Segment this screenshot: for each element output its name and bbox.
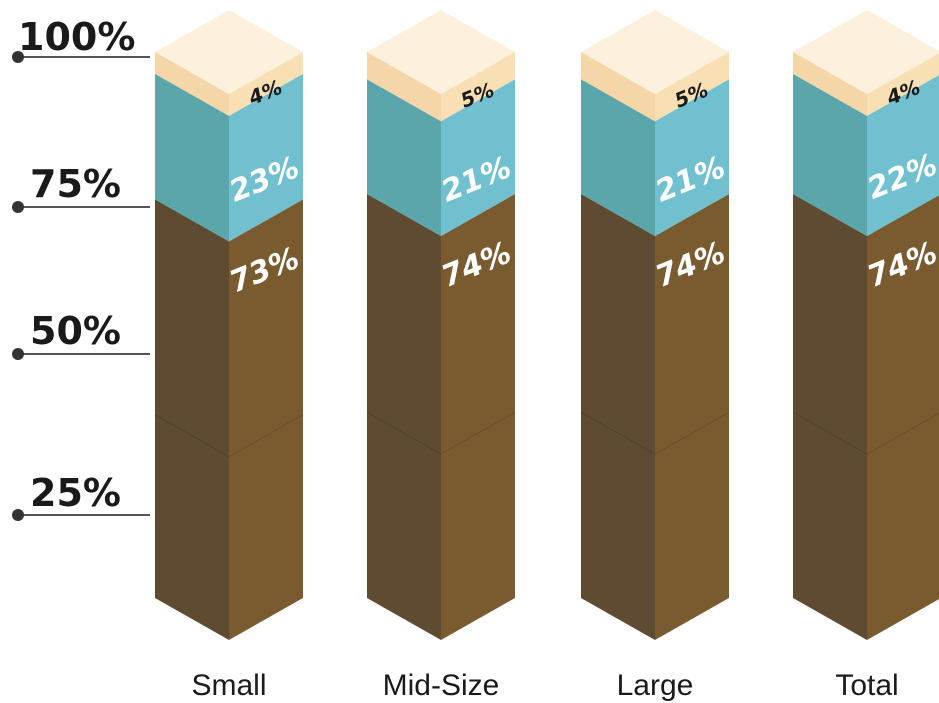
category-label: Large	[617, 669, 694, 702]
middle-segment-right-face	[441, 79, 515, 236]
category-label: Small	[191, 669, 266, 702]
middle-segment-left-face	[155, 73, 229, 242]
top-segment-right-face	[229, 52, 303, 116]
y-tick-dot	[12, 509, 24, 521]
top-segment-right-face	[867, 53, 939, 116]
column-top-cap	[367, 10, 515, 94]
base-segment-right-face	[867, 195, 939, 640]
y-tick-label: 75%	[30, 162, 121, 206]
middle-segment-left-face	[793, 73, 867, 236]
depth-line	[366, 411, 516, 455]
column-top-cap	[581, 10, 729, 94]
middle-segment-left-face	[581, 79, 655, 236]
depth-line	[154, 414, 304, 458]
y-tick-label: 50%	[30, 309, 121, 353]
base-segment-right-face	[229, 199, 303, 641]
base-segment-right-face	[655, 193, 729, 640]
base-segment-left-face	[581, 193, 655, 640]
base-segment-left-face	[155, 199, 229, 641]
y-tick-dot	[12, 201, 24, 213]
base-segment-left-face	[793, 193, 867, 640]
column-top-cap	[155, 10, 303, 94]
y-tick-label: 25%	[30, 471, 121, 515]
depth-line	[580, 411, 730, 455]
column-top-cap	[793, 10, 939, 94]
top-segment-left-face	[155, 52, 229, 116]
top-segment-left-face	[367, 52, 441, 122]
middle-segment-left-face	[367, 79, 441, 236]
middle-segment-right-face	[655, 79, 729, 236]
category-label: Total	[835, 669, 898, 702]
depth-line	[792, 411, 939, 455]
category-label: Mid-Size	[383, 669, 500, 702]
middle-segment-right-face	[229, 73, 303, 242]
middle-segment-right-face	[867, 74, 939, 236]
y-tick-label: 100%	[18, 15, 135, 59]
top-segment-right-face	[655, 52, 729, 122]
base-segment-left-face	[367, 193, 441, 640]
y-tick-dot	[12, 51, 24, 63]
y-tick-dot	[12, 348, 24, 360]
base-segment-right-face	[441, 193, 515, 640]
top-segment-left-face	[793, 52, 867, 116]
top-segment-left-face	[581, 52, 655, 122]
top-segment-right-face	[441, 52, 515, 122]
